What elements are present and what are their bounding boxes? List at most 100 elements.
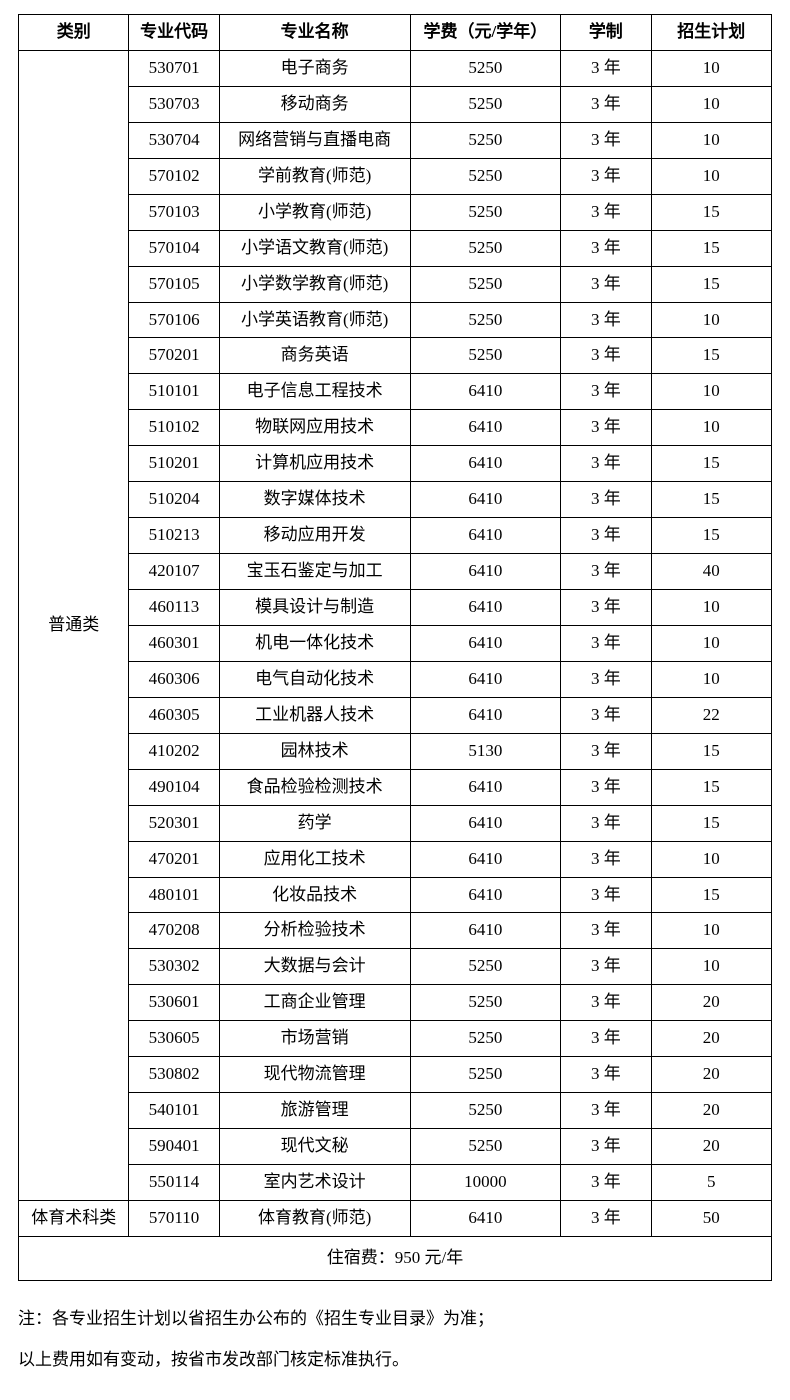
- plan-cell: 15: [651, 877, 772, 913]
- duration-cell: 3 年: [561, 86, 651, 122]
- table-row: 480101化妆品技术64103 年15: [19, 877, 772, 913]
- name-cell: 计算机应用技术: [219, 446, 410, 482]
- accommodation-fee-cell: 住宿费：950 元/年: [19, 1236, 772, 1280]
- plan-cell: 40: [651, 554, 772, 590]
- fee-cell: 6410: [410, 625, 561, 661]
- plan-cell: 20: [651, 1093, 772, 1129]
- plan-cell: 20: [651, 985, 772, 1021]
- plan-cell: 15: [651, 733, 772, 769]
- table-row: 530605市场营销52503 年20: [19, 1021, 772, 1057]
- code-cell: 510204: [129, 482, 219, 518]
- duration-cell: 3 年: [561, 410, 651, 446]
- table-row: 460113模具设计与制造64103 年10: [19, 590, 772, 626]
- fee-cell: 5250: [410, 194, 561, 230]
- duration-cell: 3 年: [561, 338, 651, 374]
- name-cell: 电子信息工程技术: [219, 374, 410, 410]
- code-cell: 510213: [129, 518, 219, 554]
- plan-cell: 10: [651, 661, 772, 697]
- name-cell: 工业机器人技术: [219, 697, 410, 733]
- plan-cell: 15: [651, 446, 772, 482]
- fee-cell: 6410: [410, 482, 561, 518]
- duration-cell: 3 年: [561, 697, 651, 733]
- code-cell: 570201: [129, 338, 219, 374]
- fee-cell: 5250: [410, 86, 561, 122]
- category-cell: 普通类: [19, 50, 129, 1200]
- table-row: 550114室内艺术设计100003 年5: [19, 1165, 772, 1201]
- fee-cell: 6410: [410, 554, 561, 590]
- name-cell: 小学语文教育(师范): [219, 230, 410, 266]
- name-cell: 数字媒体技术: [219, 482, 410, 518]
- duration-cell: 3 年: [561, 1093, 651, 1129]
- fee-cell: 6410: [410, 877, 561, 913]
- table-row: 590401现代文秘52503 年20: [19, 1129, 772, 1165]
- plan-cell: 20: [651, 1057, 772, 1093]
- code-cell: 510102: [129, 410, 219, 446]
- duration-cell: 3 年: [561, 661, 651, 697]
- duration-cell: 3 年: [561, 1200, 651, 1236]
- plan-cell: 10: [651, 158, 772, 194]
- name-cell: 现代物流管理: [219, 1057, 410, 1093]
- page: 类别 专业代码 专业名称 学费（元/学年） 学制 招生计划 普通类530701电…: [0, 0, 790, 1400]
- table-row: 510201计算机应用技术64103 年15: [19, 446, 772, 482]
- col-header-category: 类别: [19, 15, 129, 51]
- code-cell: 470201: [129, 841, 219, 877]
- duration-cell: 3 年: [561, 518, 651, 554]
- duration-cell: 3 年: [561, 877, 651, 913]
- name-cell: 机电一体化技术: [219, 625, 410, 661]
- plan-cell: 10: [651, 841, 772, 877]
- plan-cell: 50: [651, 1200, 772, 1236]
- fee-cell: 6410: [410, 590, 561, 626]
- fee-cell: 6410: [410, 518, 561, 554]
- table-row: 570104小学语文教育(师范)52503 年15: [19, 230, 772, 266]
- name-cell: 移动商务: [219, 86, 410, 122]
- code-cell: 550114: [129, 1165, 219, 1201]
- table-row: 540101旅游管理52503 年20: [19, 1093, 772, 1129]
- fee-cell: 5250: [410, 985, 561, 1021]
- table-row: 体育术科类570110体育教育(师范)64103 年50: [19, 1200, 772, 1236]
- name-cell: 小学数学教育(师范): [219, 266, 410, 302]
- note-line: 注：各专业招生计划以省招生办公布的《招生专业目录》为准；: [18, 1299, 772, 1340]
- plan-cell: 20: [651, 1129, 772, 1165]
- code-cell: 530802: [129, 1057, 219, 1093]
- plan-cell: 15: [651, 769, 772, 805]
- name-cell: 体育教育(师范): [219, 1200, 410, 1236]
- fee-cell: 5250: [410, 50, 561, 86]
- plan-cell: 15: [651, 805, 772, 841]
- plan-cell: 5: [651, 1165, 772, 1201]
- code-cell: 540101: [129, 1093, 219, 1129]
- code-cell: 460113: [129, 590, 219, 626]
- fee-cell: 6410: [410, 661, 561, 697]
- table-row: 510204数字媒体技术64103 年15: [19, 482, 772, 518]
- col-header-fee: 学费（元/学年）: [410, 15, 561, 51]
- table-row: 570201商务英语52503 年15: [19, 338, 772, 374]
- fee-cell: 5250: [410, 1057, 561, 1093]
- code-cell: 570102: [129, 158, 219, 194]
- name-cell: 旅游管理: [219, 1093, 410, 1129]
- name-cell: 模具设计与制造: [219, 590, 410, 626]
- fee-cell: 6410: [410, 697, 561, 733]
- name-cell: 应用化工技术: [219, 841, 410, 877]
- duration-cell: 3 年: [561, 122, 651, 158]
- table-row: 570103小学教育(师范)52503 年15: [19, 194, 772, 230]
- duration-cell: 3 年: [561, 1129, 651, 1165]
- duration-cell: 3 年: [561, 949, 651, 985]
- code-cell: 530605: [129, 1021, 219, 1057]
- category-cell: 体育术科类: [19, 1200, 129, 1236]
- duration-cell: 3 年: [561, 158, 651, 194]
- table-row: 570105小学数学教育(师范)52503 年15: [19, 266, 772, 302]
- code-cell: 590401: [129, 1129, 219, 1165]
- duration-cell: 3 年: [561, 50, 651, 86]
- code-cell: 420107: [129, 554, 219, 590]
- duration-cell: 3 年: [561, 1165, 651, 1201]
- table-row: 570106小学英语教育(师范)52503 年10: [19, 302, 772, 338]
- name-cell: 学前教育(师范): [219, 158, 410, 194]
- fee-cell: 5250: [410, 1093, 561, 1129]
- fee-cell: 5250: [410, 158, 561, 194]
- code-cell: 410202: [129, 733, 219, 769]
- plan-cell: 10: [651, 949, 772, 985]
- table-row: 470208分析检验技术64103 年10: [19, 913, 772, 949]
- plan-cell: 20: [651, 1021, 772, 1057]
- name-cell: 市场营销: [219, 1021, 410, 1057]
- fee-cell: 6410: [410, 446, 561, 482]
- code-cell: 460305: [129, 697, 219, 733]
